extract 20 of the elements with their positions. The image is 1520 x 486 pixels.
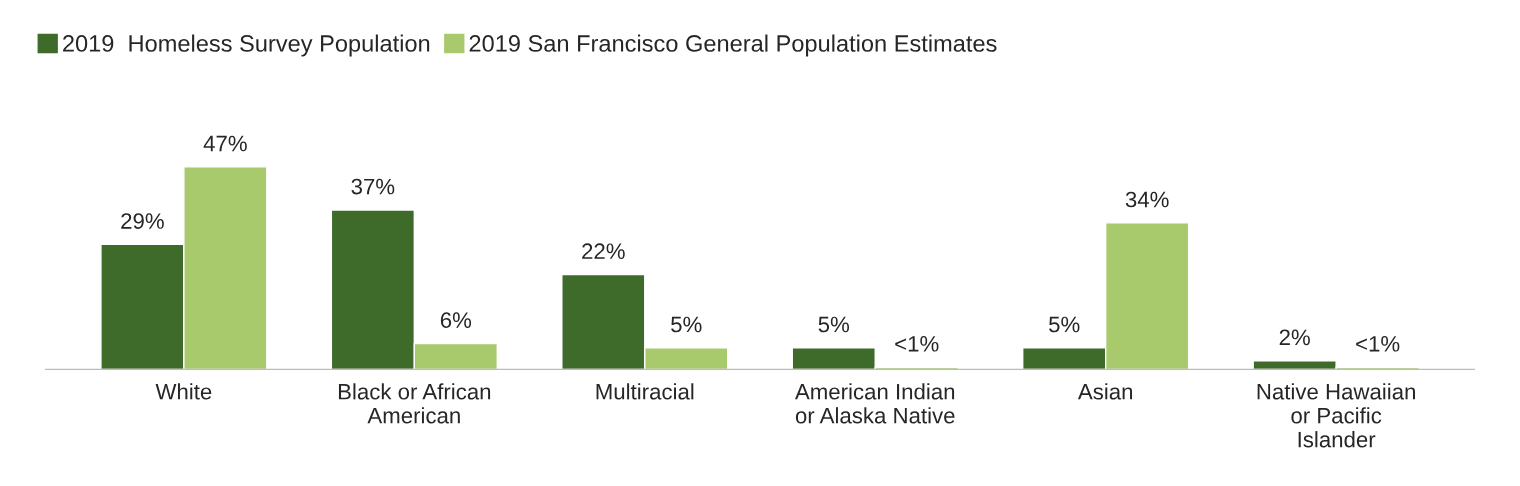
data-label: 47% bbox=[203, 135, 247, 152]
x-tick-label: American Indian or Alaska Native bbox=[794, 383, 955, 424]
data-label: 37% bbox=[351, 178, 395, 195]
legend-label: 2019 San Francisco General Population Estimates bbox=[469, 34, 997, 57]
x-tick-label: Multiracial bbox=[596, 383, 694, 400]
x-tick-label: White bbox=[155, 383, 212, 400]
data-label: 29% bbox=[121, 213, 164, 229]
data-label: 5% bbox=[671, 316, 702, 333]
data-label: 6% bbox=[440, 312, 472, 329]
x-tick-label: Black or African American bbox=[338, 383, 491, 424]
data-label: <1% bbox=[895, 336, 939, 352]
x-tick-label: Native Hawaiian or Pacific Islander bbox=[1257, 383, 1415, 448]
data-label: 34% bbox=[1125, 191, 1169, 208]
x-tick-label: Asian bbox=[1077, 383, 1133, 400]
data-label: <1% bbox=[1356, 336, 1400, 352]
data-label: 22% bbox=[582, 243, 625, 259]
data-label: 5% bbox=[1049, 316, 1080, 333]
legend-label: 2019 Homeless Survey Population bbox=[63, 34, 430, 57]
data-label: 5% bbox=[818, 316, 850, 333]
data-label: 2% bbox=[1279, 329, 1310, 346]
